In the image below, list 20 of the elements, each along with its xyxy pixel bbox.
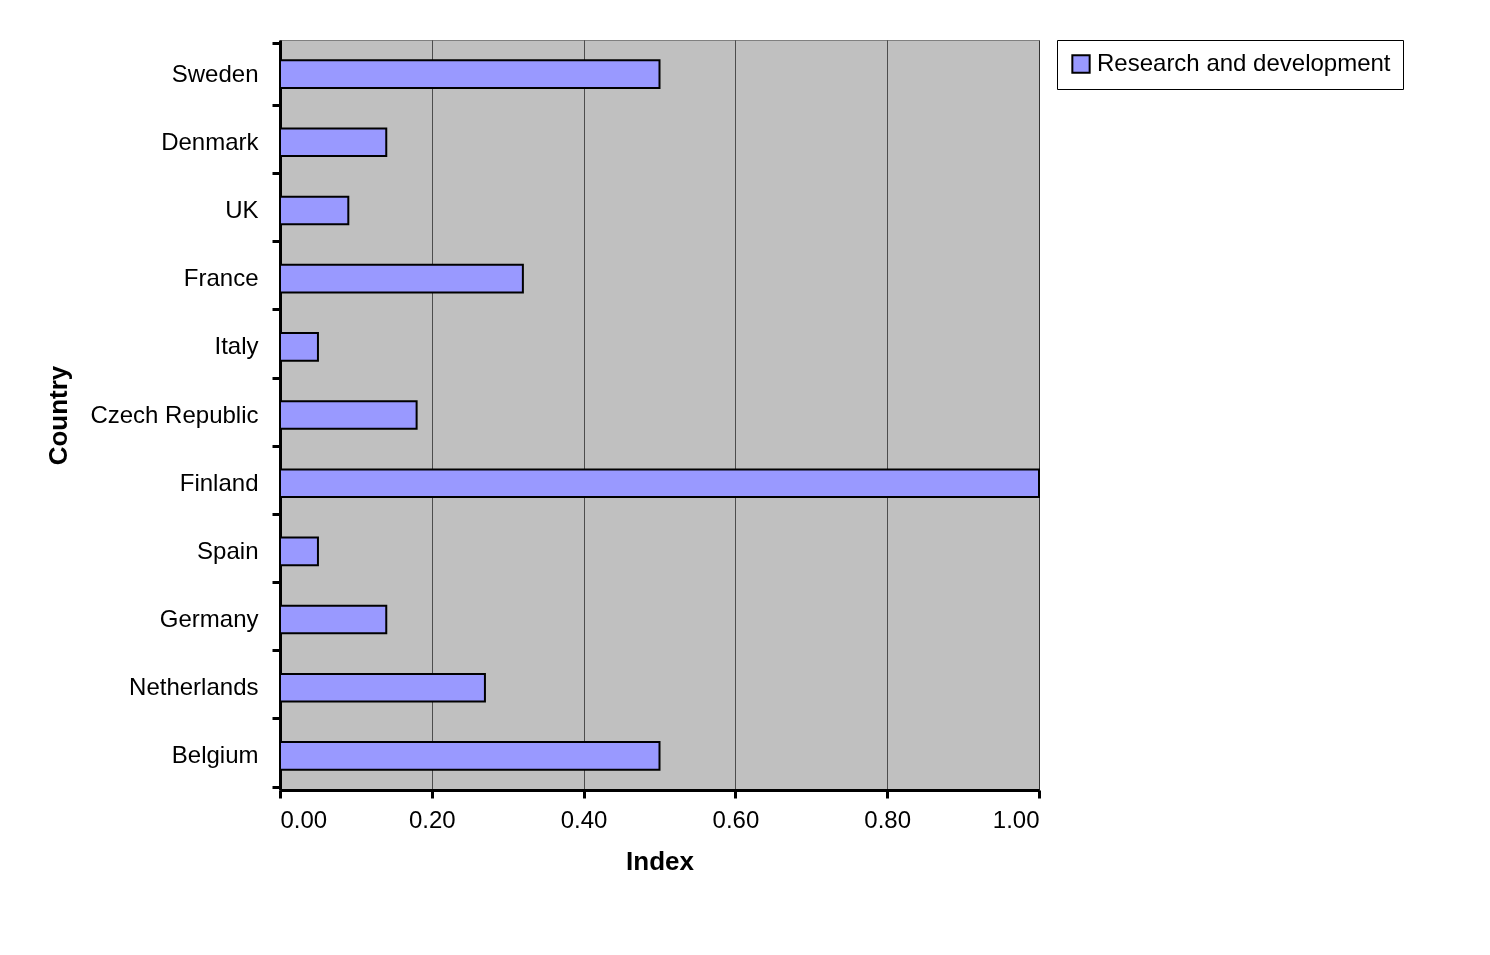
x-tick-label: 0.80 xyxy=(864,805,912,833)
x-tick-label: 0.20 xyxy=(408,805,456,833)
y-tick-label: Belgium xyxy=(171,741,259,769)
y-axis-title: Country xyxy=(43,365,74,466)
y-tick-label: Denmark xyxy=(161,127,260,155)
y-tick-label: UK xyxy=(225,195,259,223)
x-axis-title: Index xyxy=(626,845,695,876)
x-tick-label: 0.60 xyxy=(712,805,760,833)
y-tick-label: Sweden xyxy=(171,59,259,87)
x-tick-label: 0.40 xyxy=(560,805,608,833)
y-tick-label: Netherlands xyxy=(129,673,259,701)
y-tick-label: Italy xyxy=(214,332,259,360)
y-tick-label: France xyxy=(183,264,259,292)
x-tick-label: 1.00 xyxy=(992,805,1040,833)
y-tick-label: Czech Republic xyxy=(90,400,259,428)
y-tick-label: Spain xyxy=(197,536,259,564)
x-tick-label: 0.00 xyxy=(280,805,328,833)
y-tick-label: Finland xyxy=(179,468,259,496)
y-tick-label: Germany xyxy=(159,605,259,633)
legend-label: Research and development xyxy=(1097,49,1391,76)
